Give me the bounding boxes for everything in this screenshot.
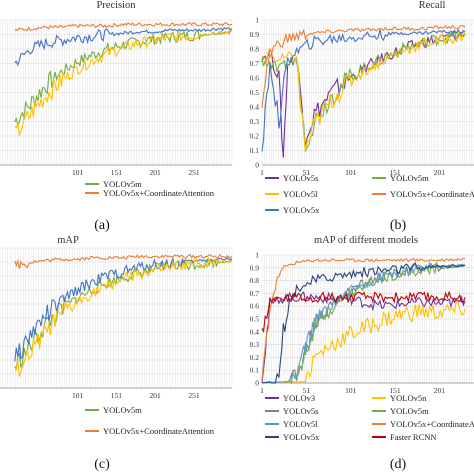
x-tick-label: 51 bbox=[303, 386, 311, 395]
x-tick-label: 201 bbox=[434, 386, 446, 395]
chart-title: mAP bbox=[57, 235, 79, 246]
y-tick-label: 0.5 bbox=[250, 88, 260, 97]
x-tick-label: 251 bbox=[188, 391, 200, 400]
x-tick-label: 151 bbox=[111, 168, 123, 177]
legend-label: YOLOv5s bbox=[283, 173, 318, 183]
y-tick-label: 0.1 bbox=[250, 146, 260, 155]
y-tick-label: 0.4 bbox=[250, 103, 260, 112]
series-line-yolov5m bbox=[14, 258, 233, 371]
y-tick-label: 0.7 bbox=[250, 59, 260, 68]
series-line-yolov5n bbox=[261, 300, 466, 384]
y-tick-label: 0.9 bbox=[250, 30, 260, 39]
series-line-yolov5x-coordinateattention bbox=[14, 21, 233, 32]
x-tick-label: 101 bbox=[72, 391, 84, 400]
y-tick-label: 0.9 bbox=[250, 263, 260, 272]
plot-background bbox=[261, 254, 474, 384]
series-line-yolov5x-coordinateattention bbox=[14, 253, 233, 269]
y-tick-label: 0.5 bbox=[250, 315, 260, 324]
series-line-unlabeled-3 bbox=[14, 256, 233, 377]
series-line-yolov5x-coordinateattention bbox=[261, 24, 466, 108]
x-tick-label: 201 bbox=[150, 391, 162, 400]
x-tick-label: 151 bbox=[111, 391, 123, 400]
series-line-unlabeled-2 bbox=[14, 26, 233, 67]
x-tick-label: 251 bbox=[188, 168, 200, 177]
legend-label: YOLOv5n bbox=[390, 393, 427, 403]
chart-panel-a: Precision 101 151 201 251 YOLOv5mYOLOv5x+Coor… bbox=[0, 0, 233, 233]
y-tick-label: 0.8 bbox=[250, 45, 260, 54]
y-tick-label: 0.8 bbox=[250, 276, 260, 285]
y-tick-label: 0.1 bbox=[250, 366, 260, 375]
y-tick-label: 0.3 bbox=[250, 117, 260, 126]
series-line-yolov3 bbox=[261, 291, 466, 384]
series-line-yolov5l bbox=[261, 261, 466, 385]
y-tick-label: 0.6 bbox=[250, 302, 260, 311]
series-line-yolov5x bbox=[261, 28, 466, 152]
legend-label: YOLOv5m bbox=[103, 405, 142, 415]
x-tick-label: 151 bbox=[389, 386, 401, 395]
y-tick-label: 0.2 bbox=[250, 353, 260, 362]
y-tick-label: 0 bbox=[255, 379, 259, 388]
chart-panel-c: mAP 101 151 201 251 YOLOv5m YOLOv5x+Coordinate… bbox=[0, 235, 233, 472]
y-tick-label: 0.3 bbox=[250, 340, 260, 349]
legend-label: YOLOv5x bbox=[283, 205, 320, 215]
legend-label: YOLOv5m bbox=[390, 406, 429, 416]
legend-label: Faster RCNN bbox=[390, 432, 437, 442]
y-tick-label: 0 bbox=[255, 161, 259, 170]
legend-label: YOLOv5x+CoordinateAttention bbox=[103, 426, 215, 436]
plot-background bbox=[0, 247, 233, 389]
legend-label: YOLOv5m bbox=[390, 173, 429, 183]
legend: YOLOv5m YOLOv5x+CoordinateAttention bbox=[85, 405, 215, 436]
legend-label: YOLOv5l bbox=[283, 419, 318, 429]
series-line-faster-rcnn bbox=[261, 290, 466, 333]
chart-title: Precision bbox=[96, 0, 136, 11]
legend: YOLOv5s YOLOv5m YOLOv5l YOLOv5x+CoordinateA… bbox=[265, 173, 474, 215]
y-tick-label: 0.4 bbox=[250, 327, 260, 336]
y-tick-label: 0.6 bbox=[250, 74, 260, 83]
x-tick-label: 101 bbox=[345, 168, 357, 177]
chart-title: mAP of different models bbox=[314, 235, 418, 246]
panel-label: (c) bbox=[94, 457, 110, 472]
x-tick-label: 1 bbox=[260, 168, 264, 177]
x-tick-label: 101 bbox=[345, 386, 357, 395]
legend-label: YOLOv5x+CoordinateAttention bbox=[390, 189, 474, 199]
y-tick-label: 0.7 bbox=[250, 289, 260, 298]
x-tick-label: 201 bbox=[150, 168, 162, 177]
x-tick-label: 201 bbox=[434, 168, 446, 177]
series-line-unlabeled-2 bbox=[14, 257, 233, 362]
series-line-unlabeled-3 bbox=[14, 29, 232, 138]
legend-label: YOLOv5l bbox=[283, 189, 318, 199]
series-line-yolov5m bbox=[14, 30, 233, 128]
legend-label: YOLOv5s bbox=[283, 406, 318, 416]
y-tick-label: 1 bbox=[255, 251, 259, 260]
legend-label: YOLOv5x bbox=[283, 432, 320, 442]
panel-label: (d) bbox=[390, 457, 407, 472]
legend-label: YOLOv3 bbox=[283, 393, 315, 403]
legend-label: YOLOv5x+CoordinateAttention bbox=[103, 188, 215, 198]
chart-title: Recall bbox=[419, 0, 446, 11]
x-tick-label: 1 bbox=[260, 386, 264, 395]
x-tick-label: 101 bbox=[72, 168, 84, 177]
plot-background bbox=[261, 19, 474, 166]
x-tick-label: 51 bbox=[303, 168, 311, 177]
chart-panel-d: mAP of different models 0 0.1 0.2 0.3 0.4 0.5 0… bbox=[250, 235, 474, 472]
y-tick-label: 1 bbox=[255, 16, 259, 25]
legend-label: YOLOv5x+CoordinateAttention bbox=[390, 419, 474, 429]
x-tick-label: 151 bbox=[389, 168, 401, 177]
y-tick-label: 0.2 bbox=[250, 132, 260, 141]
series-line-yolov5l bbox=[261, 30, 466, 152]
legend-label: YOLOv5m bbox=[103, 179, 142, 189]
plot-background bbox=[0, 19, 233, 166]
series-line-yolov5x-coordinateattention bbox=[261, 257, 466, 381]
panel-label: (b) bbox=[390, 218, 407, 233]
panel-label: (a) bbox=[94, 218, 110, 233]
legend: YOLOv3 YOLOv5n YOLOv5s YOLOv5m YOLOv5l YOLOv5… bbox=[265, 393, 474, 442]
